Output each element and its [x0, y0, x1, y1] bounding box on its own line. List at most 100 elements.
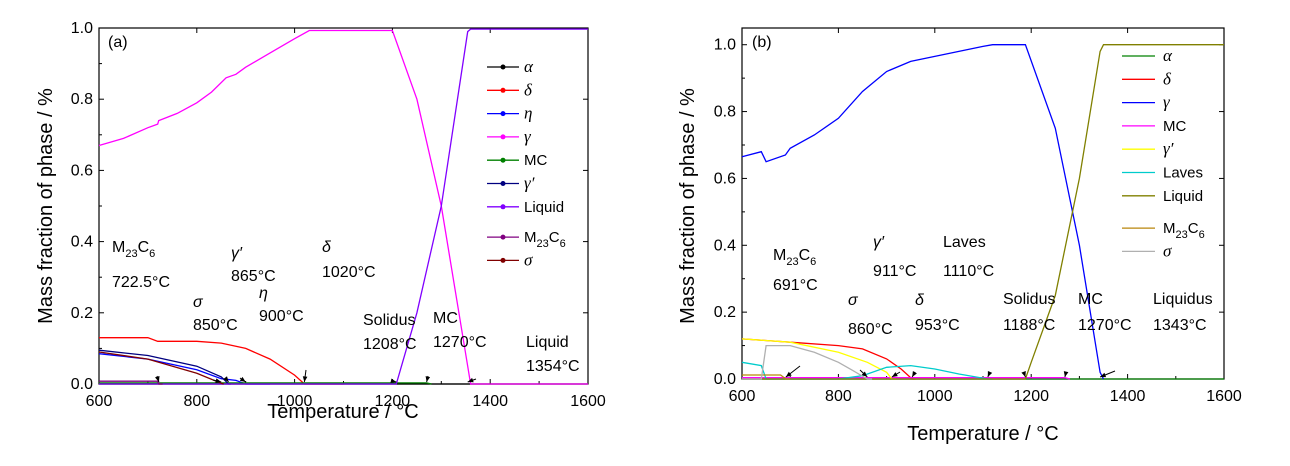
series-line-a-7 [99, 380, 163, 385]
annotation-phase: Laves [943, 234, 986, 251]
annotation-phase: η [259, 285, 268, 302]
legend-label: γ′ [1163, 139, 1174, 158]
x-tick-label: 600 [86, 393, 113, 410]
panel-label-a: (a) [108, 34, 128, 51]
annotation-arrowhead [987, 371, 993, 377]
x-ticks-a: 600 800 1000 1200 1400 1600 [86, 28, 606, 410]
y-tick-label: 0.2 [71, 305, 93, 322]
series-line-a-6 [99, 28, 588, 385]
x-tick-label: 1600 [570, 393, 606, 410]
x-tick-label: 1400 [1110, 388, 1146, 405]
y-axis-label-b: Mass fraction of phase / % [677, 88, 699, 324]
legend-label: σ [1163, 241, 1172, 260]
y-tick-label: 1.0 [714, 37, 736, 54]
annotation-arrowhead [861, 371, 868, 377]
annotation-temperature: 1270°C [1078, 317, 1132, 334]
annotation-arrowhead [155, 376, 160, 382]
annotation-temperature: 1110°C [943, 263, 994, 280]
annotation-phase: γ′ [231, 245, 243, 262]
annotation-phase: M23C6 [112, 239, 155, 260]
y-tick-label: 0.8 [71, 91, 93, 108]
legend-label: γ [1163, 93, 1171, 112]
legend-label: δ [1163, 69, 1172, 88]
legend-label: γ [524, 127, 532, 146]
legend-label: δ [524, 80, 533, 99]
annotation-temperature: 1270°C [433, 334, 487, 351]
legend-marker [500, 134, 506, 140]
series-line-b-2 [741, 44, 1105, 380]
x-axis-label-a: Temperature / °C [267, 401, 418, 423]
x-ticks-b: 600 800 1000 1200 1400 1600 [729, 28, 1242, 405]
legend-marker [500, 234, 506, 240]
series-group-b [741, 44, 1224, 380]
legend-label: MC [524, 152, 547, 169]
annotation-arrowhead [215, 378, 222, 383]
annotation-temperature: 911°C [873, 263, 916, 280]
annotation-temperature: 860°C [848, 321, 893, 338]
legend-marker [500, 157, 506, 163]
annotation-temperature: 865°C [231, 268, 276, 285]
series-line-a-4 [99, 382, 432, 385]
annotation-temperature: 1020°C [322, 264, 376, 281]
series-line-a-1 [99, 337, 344, 385]
x-tick-label: 800 [183, 393, 210, 410]
x-tick-label: 1400 [472, 393, 508, 410]
series-line-a-8 [98, 351, 224, 385]
legend-label: Liquid [524, 199, 564, 216]
legend-label: α [524, 57, 534, 76]
annotation-arrowhead [1063, 371, 1069, 377]
annotation-phase: MC [1078, 291, 1103, 308]
legend-marker [500, 204, 506, 210]
annotation-temperature: 953°C [915, 317, 960, 334]
series-line-a-2 [98, 353, 271, 385]
annotation-phase: γ′ [873, 234, 885, 251]
legend-label: γ′ [524, 174, 535, 193]
series-line-b-8 [742, 344, 873, 380]
annotation-temperature: 722.5°C [112, 274, 170, 291]
legend-label: M23C6 [1163, 220, 1205, 241]
x-tick-label: 1200 [1013, 388, 1049, 405]
annotation-arrowhead [912, 371, 917, 377]
series-line-a-3 [98, 29, 588, 385]
x-axis-label-b: Temperature / °C [907, 423, 1058, 445]
legend-marker [500, 87, 506, 93]
y-tick-label: 0.4 [71, 234, 93, 251]
y-tick-label: 0.6 [71, 162, 93, 179]
series-line-b-5 [741, 361, 993, 380]
panel-label-b: (b) [752, 34, 772, 51]
annotation-arrowhead [239, 376, 246, 382]
y-tick-label: 0.6 [714, 170, 736, 187]
x-tick-label: 1600 [1206, 388, 1242, 405]
legend-marker [500, 111, 506, 117]
annotation-arrowhead [425, 376, 431, 382]
annotation-temperature: 900°C [259, 308, 304, 325]
y-tick-label: 0.4 [714, 237, 736, 254]
y-tick-label: 1.0 [71, 20, 93, 37]
annotation-temperature: 1343°C [1153, 317, 1207, 334]
annotation-arrowhead [390, 378, 397, 383]
x-tick-label: 1200 [375, 393, 411, 410]
annotation-phase: M23C6 [773, 247, 816, 268]
legend-marker [500, 181, 506, 186]
legend-label: M23C6 [524, 229, 566, 250]
annotation-phase: σ [848, 292, 859, 309]
annotation-arrowhead [467, 377, 474, 383]
annotation-temperature: 850°C [193, 317, 238, 334]
annotation-temperature: 1208°C [363, 336, 417, 353]
annotation-phase: δ [322, 239, 332, 256]
annotation-phase: Liquidus [1153, 291, 1213, 308]
legend-label: α [1163, 46, 1173, 65]
annotation-phase: MC [433, 310, 458, 327]
annotation-phase: δ [915, 292, 925, 309]
annotation-arrowhead [891, 372, 898, 377]
y-tick-label: 0.0 [714, 371, 736, 388]
annotation-temperature: 1354°C [526, 358, 580, 375]
annotation-temperature: 691°C [773, 277, 818, 294]
y-axis-label-a: Mass fraction of phase / % [35, 88, 57, 324]
annotation-phase: σ [193, 294, 204, 311]
annotation-arrowhead [1021, 371, 1026, 377]
annotation-arrowhead [1100, 372, 1107, 378]
x-tick-label: 800 [825, 388, 852, 405]
